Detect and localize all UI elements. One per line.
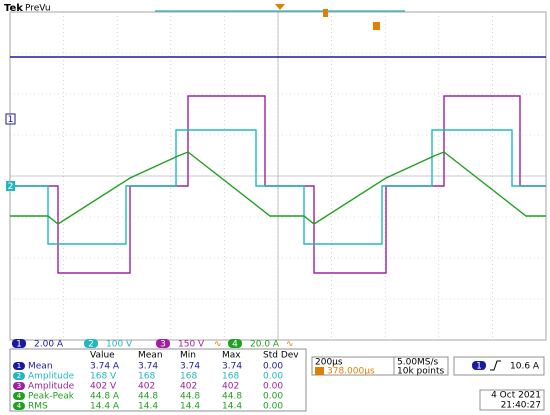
row-cell: 168 V — [90, 372, 117, 382]
channel-number: 4 — [232, 340, 238, 350]
ch1-marker — [5, 113, 16, 125]
row-cell: 44.8 — [222, 392, 242, 402]
timebase-scale: 200µs — [315, 358, 343, 368]
trigger-level: 10.6 A — [510, 362, 540, 372]
row-cell: 168 — [222, 372, 239, 382]
channel-badge — [156, 339, 170, 348]
row-cell: 402 — [180, 382, 197, 392]
row-name: Mean — [28, 362, 53, 372]
channel-number: 1 — [16, 340, 22, 350]
row-cell: 0.00 — [263, 372, 283, 382]
row-cell: 402 — [138, 382, 155, 392]
datetime-box — [479, 389, 545, 411]
ch1-marker-label: 1 — [8, 115, 14, 125]
row-cell: 44.8 — [180, 392, 200, 402]
channel-scale: 150 V — [178, 340, 205, 350]
grid — [10, 12, 546, 340]
column-header: Max — [222, 351, 241, 361]
column-header: Min — [180, 351, 196, 361]
row-cell: 402 V — [90, 382, 117, 392]
trigger-position — [275, 4, 285, 10]
ch2-marker-label: 2 — [8, 182, 14, 192]
row-badge — [13, 362, 25, 370]
row-cell: 14.4 — [138, 402, 158, 412]
row-badge — [13, 382, 25, 390]
row-cell: 0.00 — [263, 392, 283, 402]
channel-scale: 20.0 A — [250, 340, 280, 350]
expansion-marker — [323, 9, 328, 17]
row-name: Peak-Peak — [28, 392, 75, 402]
row-cell: 3.74 — [180, 362, 200, 372]
column-header: Value — [90, 351, 115, 361]
channel-scale: 100 V — [106, 340, 133, 350]
trigger-source-badge — [472, 361, 486, 370]
row-name: Amplitude — [28, 382, 75, 392]
channel-badge — [84, 339, 98, 348]
row-cell: 168 — [180, 372, 197, 382]
time: 21:40:27 — [501, 401, 541, 411]
trigger-slope — [490, 360, 501, 371]
channel-bar: 1 2.00 A 2 100 V 3 150 V ∿ 4 20.0 A ∿ — [12, 339, 294, 350]
row-cell: 14.4 — [222, 402, 242, 412]
row-name: RMS — [28, 402, 48, 412]
row-cell: 44.8 — [138, 392, 158, 402]
row-badge — [13, 372, 25, 380]
row-channel: 1 — [17, 362, 21, 370]
measurement-panel — [9, 348, 307, 412]
row-badge — [13, 402, 25, 410]
column-header: Mean — [138, 351, 163, 361]
row-cell: 14.4 — [180, 402, 200, 412]
row-cell: 0.00 — [263, 402, 283, 412]
column-header: Std Dev — [263, 351, 299, 361]
row-channel: 2 — [17, 372, 21, 380]
channel-bandwidth: ∿ — [214, 340, 222, 350]
row-cell: 44.8 A — [90, 392, 120, 402]
row-name: Amplitude — [28, 372, 75, 382]
ch2-trace — [10, 129, 546, 245]
trigger-source: 1 — [476, 362, 482, 372]
timebase-delay: 378.000µs — [327, 367, 375, 377]
row-channel: 4 — [17, 392, 22, 400]
sample-rate: 5.00MS/s — [397, 358, 439, 368]
date: 4 Oct 2021 — [491, 391, 541, 401]
delay-icon — [315, 367, 324, 375]
measurement-table: Value Mean Min Max Std Dev 1 Mean 3.74 A 3.74 3.7… — [13, 351, 299, 412]
ch2-marker — [6, 181, 15, 191]
channel-badge — [228, 339, 242, 348]
row-cell: 168 — [138, 372, 155, 382]
row-cell: 14.4 A — [90, 402, 120, 412]
channel-bandwidth: ∿ — [286, 340, 294, 350]
row-channel: 3 — [17, 382, 21, 390]
channel-scale: 2.00 A — [34, 340, 64, 350]
row-cell: 0.00 — [263, 382, 283, 392]
row-cell: 402 — [222, 382, 239, 392]
channel-badge — [12, 339, 26, 348]
row-badge — [13, 392, 25, 400]
row-cell: 3.74 — [222, 362, 242, 372]
channel-number: 2 — [88, 340, 94, 350]
row-channel: 4 — [17, 402, 22, 410]
row-cell: 3.74 — [138, 362, 158, 372]
brand: Tek — [4, 3, 23, 14]
acquisition-box — [393, 356, 449, 376]
row-cell: 0.00 — [263, 362, 283, 372]
trigger-marker — [373, 22, 380, 30]
record-length: 10k points — [397, 367, 444, 377]
ch4-trace — [10, 151, 546, 225]
mode: PreVu — [25, 4, 51, 14]
channel-number: 3 — [160, 340, 166, 350]
row-cell: 3.74 A — [90, 362, 120, 372]
